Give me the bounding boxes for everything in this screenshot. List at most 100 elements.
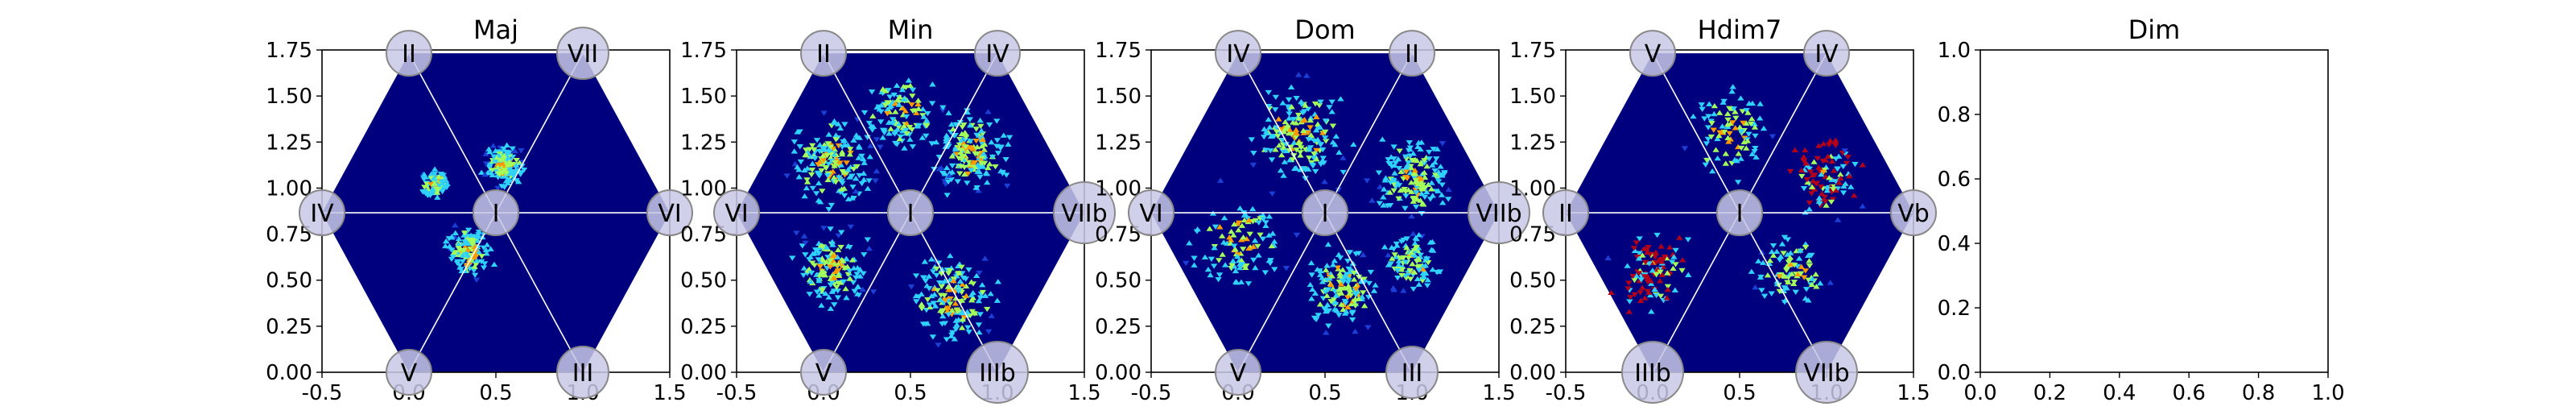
y-tick-label: 0.00 (680, 361, 727, 385)
density-cell (881, 88, 890, 93)
density-cell (938, 310, 945, 316)
density-cell (818, 287, 826, 292)
density-cell (972, 272, 980, 279)
density-cell (1301, 116, 1308, 122)
density-cell (1439, 182, 1446, 188)
density-cell (1411, 252, 1418, 258)
density-cell (1287, 84, 1295, 89)
density-cell (459, 259, 467, 264)
density-cell (817, 263, 824, 269)
density-cell (1269, 191, 1276, 197)
density-cell (1364, 325, 1372, 330)
density-cell (481, 261, 489, 267)
density-cell (935, 280, 943, 286)
density-cell (979, 289, 987, 296)
density-cell (1232, 268, 1240, 274)
density-cell (1248, 137, 1256, 143)
density-cell (943, 135, 950, 141)
density-cell (1321, 179, 1328, 185)
density-cell (1389, 255, 1396, 261)
density-cell (972, 138, 980, 144)
density-cell (819, 189, 826, 194)
density-cell (1658, 258, 1666, 264)
density-cell (805, 266, 813, 272)
density-cell (1735, 151, 1742, 156)
density-cell (1647, 292, 1654, 298)
density-cell (1325, 323, 1332, 329)
density-cell (1260, 217, 1267, 222)
density-cell (1393, 241, 1401, 247)
density-cell (824, 141, 832, 147)
density-cell (1819, 140, 1827, 147)
density-cell (1715, 110, 1724, 115)
density-cell (505, 176, 513, 183)
density-cell (475, 230, 483, 235)
density-cell (1313, 156, 1320, 162)
density-cell (1755, 258, 1762, 263)
density-cell (1429, 193, 1436, 198)
density-cell (1265, 116, 1272, 122)
density-cell (886, 131, 893, 136)
density-cell (1385, 252, 1392, 258)
density-cell (928, 101, 936, 106)
density-cell (944, 179, 952, 185)
density-cell (1322, 308, 1330, 314)
x-axis: 0.0 0.2 0.4 0.6 0.8 1.0 (1963, 372, 2345, 405)
density-cell (1797, 271, 1805, 276)
density-cell (1402, 259, 1410, 265)
density-cell (1415, 281, 1422, 287)
density-cell (1393, 268, 1402, 274)
node-circle (1468, 181, 1530, 245)
node-vi: VI (1128, 189, 1174, 237)
density-cell (906, 136, 914, 142)
density-cell (1670, 265, 1677, 272)
density-cell (1360, 251, 1367, 258)
density-cell (1207, 272, 1214, 278)
node-circle (887, 189, 934, 237)
y-tick-label: 1.25 (1509, 131, 1556, 155)
density-cell (933, 266, 940, 272)
density-cell (1348, 311, 1356, 317)
density-cell (1737, 156, 1744, 161)
density-cell (1302, 102, 1309, 108)
density-cell (1284, 125, 1291, 131)
density-cell (489, 168, 496, 173)
density-cell (884, 100, 891, 106)
density-cell (827, 144, 835, 150)
density-cell (1285, 97, 1293, 103)
density-cell (1239, 247, 1247, 252)
subplot-title: Dim (2128, 15, 2181, 45)
density-cell (1305, 106, 1312, 112)
density-cell (1822, 173, 1830, 180)
density-cell (1822, 199, 1829, 205)
density-cell (1806, 200, 1813, 206)
density-cell (837, 162, 845, 168)
density-cell (954, 309, 961, 314)
density-cell (969, 295, 976, 301)
density-cell (470, 268, 477, 274)
density-cell (1323, 292, 1331, 298)
density-cell (839, 180, 846, 186)
subplot-min: Min-0.50.00.51.01.50.000.250.500.751.001… (680, 15, 1116, 405)
density-cell (1402, 154, 1410, 160)
density-cell (1800, 154, 1807, 160)
density-cell (969, 160, 976, 165)
density-cell (1230, 232, 1237, 238)
density-cell (918, 301, 926, 307)
density-cell (791, 139, 799, 145)
density-cell (1653, 232, 1661, 239)
density-cell (950, 278, 957, 284)
density-cell (926, 302, 934, 308)
density-cell (827, 155, 835, 160)
density-cell (1337, 96, 1344, 102)
density-cell (961, 171, 968, 177)
density-cell (1329, 262, 1337, 268)
density-cell (1663, 295, 1670, 301)
node-circle (386, 30, 432, 77)
node-label: IV (985, 40, 1009, 68)
density-cell (877, 144, 884, 150)
node-circle (713, 189, 760, 237)
density-cell (490, 261, 498, 268)
density-cell (865, 245, 873, 251)
density-cell (948, 153, 956, 159)
